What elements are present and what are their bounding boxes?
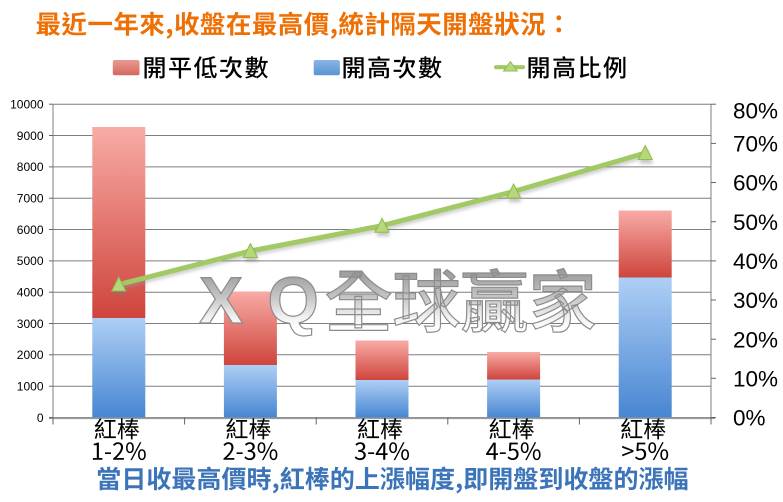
svg-text:3000: 3000 (17, 317, 44, 331)
svg-text:7000: 7000 (17, 191, 44, 205)
svg-text:6000: 6000 (17, 223, 44, 237)
svg-text:30%: 30% (733, 288, 778, 313)
svg-text:60%: 60% (733, 171, 778, 196)
svg-text:0%: 0% (733, 406, 766, 431)
svg-text:50%: 50% (733, 210, 778, 235)
svg-text:8000: 8000 (17, 160, 44, 174)
svg-text:Q: Q (268, 263, 319, 337)
svg-text:X: X (199, 263, 243, 337)
svg-text:80%: 80% (733, 98, 778, 123)
svg-text:70%: 70% (733, 132, 778, 157)
svg-text:1000: 1000 (17, 379, 44, 393)
svg-text:2000: 2000 (17, 348, 44, 362)
svg-text:10%: 10% (733, 367, 778, 392)
svg-text:0: 0 (37, 411, 44, 425)
svg-text:20%: 20% (733, 327, 778, 352)
svg-text:5000: 5000 (17, 254, 44, 268)
svg-text:4000: 4000 (17, 285, 44, 299)
svg-text:9000: 9000 (17, 129, 44, 143)
svg-text:10000: 10000 (10, 98, 44, 112)
svg-text:40%: 40% (733, 249, 778, 274)
